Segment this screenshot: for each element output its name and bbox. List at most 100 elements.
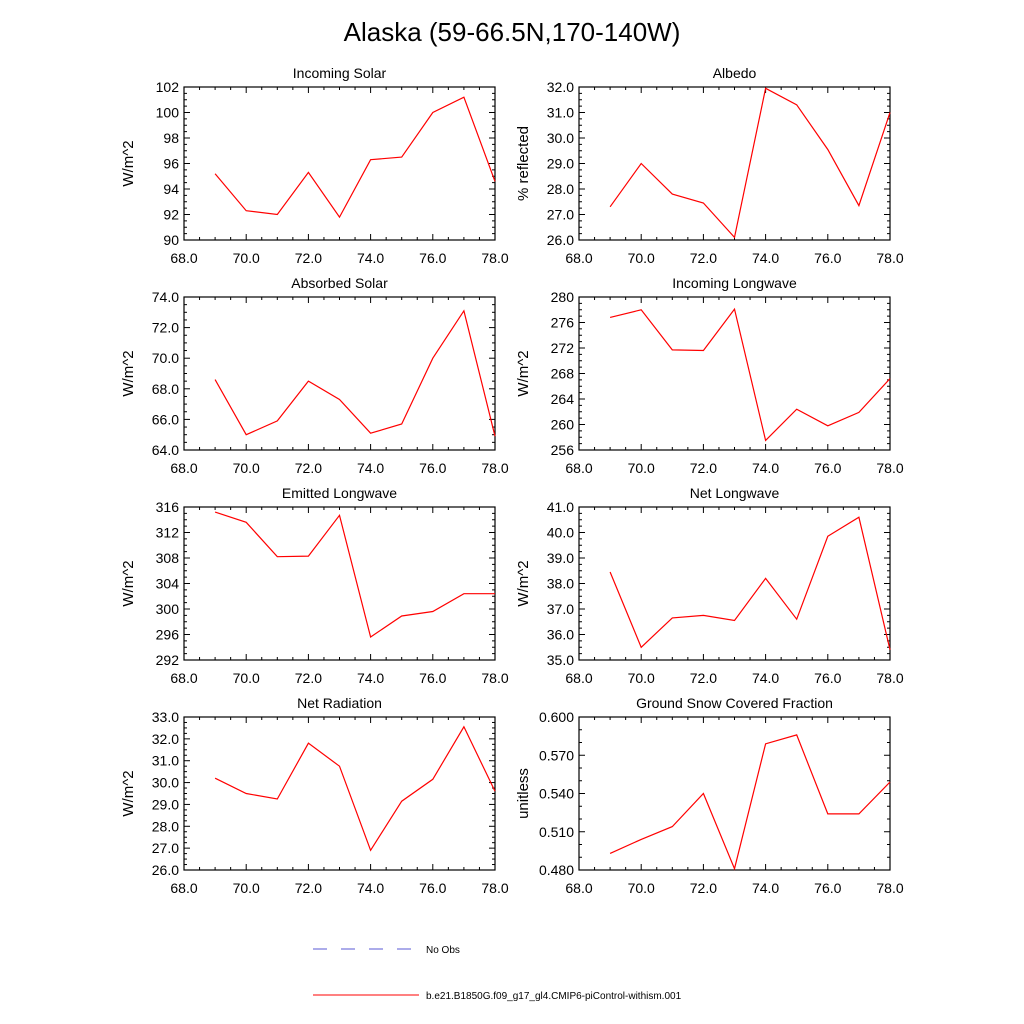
panels: Incoming Solar 68.0 70.0 72.0 74.0 76.0 78.0 90… — [120, 65, 904, 896]
x-tick-label: 70.0 — [233, 250, 260, 266]
x-tick-label: 74.0 — [752, 250, 779, 266]
x-tick-label: 76.0 — [419, 250, 446, 266]
x-tick-label: 74.0 — [357, 670, 384, 686]
plot-frame — [578, 506, 891, 661]
y-tick-label: 32.0 — [547, 79, 574, 95]
x-tick-label: 70.0 — [628, 250, 655, 266]
panel-title: Net Longwave — [690, 485, 780, 501]
y-tick-label: 304 — [156, 576, 180, 592]
y-tick-label: 29.0 — [547, 156, 574, 172]
x-tick-label: 78.0 — [481, 250, 508, 266]
y-tick-label: 272 — [551, 340, 575, 356]
x-tick-label: 78.0 — [481, 460, 508, 476]
y-tick-label: 27.0 — [547, 207, 574, 223]
legend-model-label: b.e21.B1850G.f09_g17_gl4.CMIP6-piControl… — [426, 991, 682, 1002]
panel-title: Absorbed Solar — [291, 275, 388, 291]
x-tick-label: 72.0 — [690, 670, 717, 686]
y-tick-label: 26.0 — [547, 232, 574, 248]
x-tick-label: 76.0 — [419, 880, 446, 896]
y-tick-label: 33.0 — [152, 709, 179, 725]
plot-frame — [183, 296, 496, 451]
x-tick-label: 68.0 — [170, 670, 197, 686]
y-tick-label: 41.0 — [547, 499, 574, 515]
y-tick-label: 260 — [551, 417, 575, 433]
x-tick-label: 68.0 — [565, 460, 592, 476]
x-tick-label: 72.0 — [690, 250, 717, 266]
x-tick-label: 72.0 — [295, 250, 322, 266]
x-tick-label: 74.0 — [752, 880, 779, 896]
x-tick-label: 72.0 — [690, 880, 717, 896]
y-tick-label: 32.0 — [152, 731, 179, 747]
x-tick-label: 68.0 — [170, 880, 197, 896]
x-tick-label: 70.0 — [233, 460, 260, 476]
x-tick-label: 74.0 — [357, 880, 384, 896]
y-tick-label: 0.540 — [539, 786, 574, 802]
y-tick-label: 72.0 — [152, 320, 179, 336]
x-tick-label: 74.0 — [357, 250, 384, 266]
panel-incoming-solar: Incoming Solar 68.0 70.0 72.0 74.0 76.0 78.0 90… — [120, 65, 509, 266]
y-tick-label: 280 — [551, 289, 575, 305]
x-tick-label: 68.0 — [565, 670, 592, 686]
y-tick-label: 31.0 — [152, 753, 179, 769]
x-tick-label: 70.0 — [628, 880, 655, 896]
y-tick-label: 29.0 — [152, 796, 179, 812]
y-tick-label: 66.0 — [152, 411, 179, 427]
y-tick-label: 92 — [163, 207, 179, 223]
y-axis-label: unitless — [515, 768, 532, 819]
series-line — [214, 511, 495, 638]
y-tick-label: 35.0 — [547, 652, 574, 668]
x-tick-label: 78.0 — [481, 670, 508, 686]
x-tick-label: 68.0 — [170, 250, 197, 266]
x-tick-label: 76.0 — [814, 880, 841, 896]
x-tick-label: 70.0 — [233, 670, 260, 686]
x-tick-label: 72.0 — [295, 880, 322, 896]
y-axis-label: W/m^2 — [515, 560, 532, 606]
panel-title: Emitted Longwave — [282, 485, 397, 501]
panel-ground-snow-covered-fraction: Ground Snow Covered Fraction 68.0 70.0 72.0… — [515, 695, 904, 896]
series-line — [214, 725, 496, 852]
y-tick-label: 30.0 — [547, 130, 574, 146]
y-tick-label: 26.0 — [152, 862, 179, 878]
x-tick-label: 78.0 — [481, 880, 508, 896]
panel-title: Incoming Longwave — [672, 275, 797, 291]
y-axis-label: W/m^2 — [120, 140, 137, 186]
y-tick-label: 96 — [163, 156, 179, 172]
panel-incoming-longwave: Incoming Longwave 68.0 70.0 72.0 74.0 76.0 78.… — [515, 275, 904, 476]
plot-frame — [183, 506, 496, 661]
y-tick-label: 276 — [551, 315, 575, 331]
y-tick-label: 296 — [156, 627, 180, 643]
y-tick-label: 27.0 — [152, 840, 179, 856]
panel-net-longwave: Net Longwave 68.0 70.0 72.0 74.0 76.0 78.0 35.0… — [515, 485, 904, 686]
y-tick-label: 256 — [551, 442, 575, 458]
plot-frame — [183, 716, 496, 871]
legend-no-obs-label: No Obs — [426, 945, 460, 956]
panel-title: Ground Snow Covered Fraction — [636, 695, 833, 711]
y-tick-label: 28.0 — [152, 818, 179, 834]
series-line — [609, 516, 891, 650]
y-tick-label: 268 — [551, 366, 575, 382]
series-line — [609, 734, 891, 871]
y-tick-label: 292 — [156, 652, 180, 668]
y-tick-label: 28.0 — [547, 181, 574, 197]
panel-emitted-longwave: Emitted Longwave 68.0 70.0 72.0 74.0 76.0 78.0… — [120, 485, 509, 686]
y-axis-label: % reflected — [515, 126, 532, 201]
x-tick-label: 76.0 — [814, 670, 841, 686]
y-tick-label: 98 — [163, 130, 179, 146]
y-tick-label: 31.0 — [547, 105, 574, 121]
y-tick-label: 40.0 — [547, 525, 574, 541]
y-tick-label: 39.0 — [547, 550, 574, 566]
y-tick-label: 102 — [156, 79, 180, 95]
y-axis-label: W/m^2 — [120, 560, 137, 606]
y-tick-label: 90 — [163, 232, 179, 248]
y-tick-label: 70.0 — [152, 350, 179, 366]
y-tick-label: 300 — [156, 601, 180, 617]
series-line — [609, 87, 891, 239]
y-tick-label: 100 — [156, 105, 180, 121]
y-tick-label: 0.480 — [539, 862, 574, 878]
series-line — [214, 96, 496, 219]
x-tick-label: 72.0 — [690, 460, 717, 476]
x-tick-label: 76.0 — [814, 250, 841, 266]
plot-frame — [578, 86, 891, 241]
x-tick-label: 76.0 — [419, 460, 446, 476]
